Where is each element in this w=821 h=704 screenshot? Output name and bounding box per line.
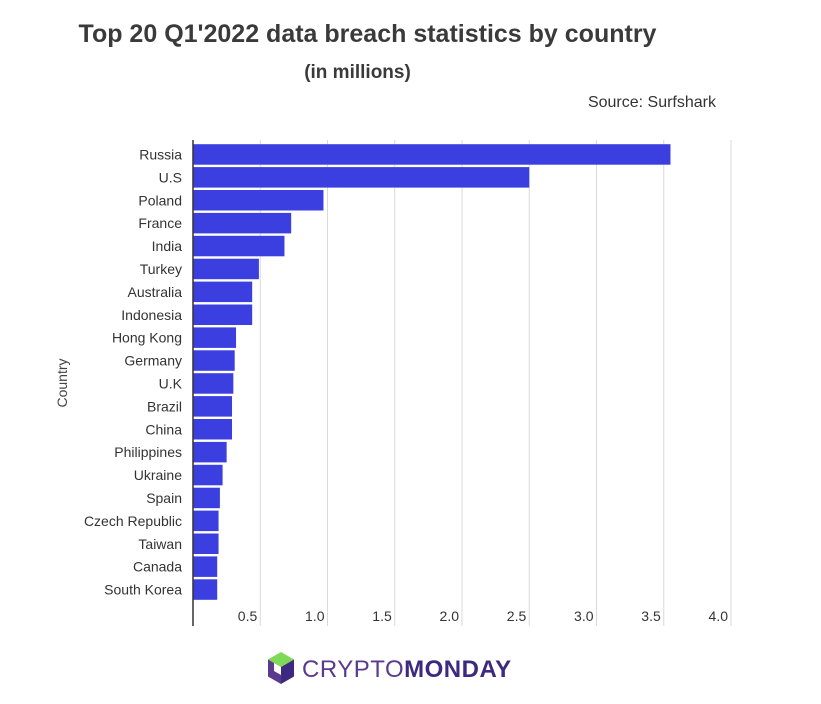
bar-germany (193, 350, 235, 371)
category-label: Spain (146, 490, 182, 506)
bar-indonesia (193, 304, 253, 325)
logo-brand-light: CRYPTO (302, 656, 405, 683)
category-label: Indonesia (121, 307, 182, 323)
bar-canada (193, 556, 218, 577)
bar-taiwan (193, 533, 219, 554)
category-label: Canada (133, 559, 182, 575)
x-tick-label: 4.0 (709, 608, 729, 624)
bar-france (193, 212, 292, 234)
category-label: Turkey (140, 261, 182, 277)
bar-philippines (193, 441, 227, 463)
logo-wordmark: CRYPTOMONDAY (302, 656, 512, 684)
x-tick-label: 3.0 (574, 608, 594, 624)
bar-spain (193, 487, 220, 509)
x-tick-label: 0.5 (238, 608, 258, 624)
category-label: U.K (159, 375, 183, 391)
bar-poland (193, 190, 324, 211)
category-label: Czech Republic (84, 513, 182, 529)
bar-hong-kong (193, 327, 237, 348)
category-label: France (138, 215, 182, 231)
bar-south-korea (193, 579, 218, 600)
x-tick-label: 3.5 (641, 608, 661, 624)
category-label: Brazil (147, 398, 182, 414)
bar-turkey (193, 258, 259, 280)
category-label: China (145, 421, 182, 437)
cryptomonday-logo: CRYPTOMONDAY (266, 651, 512, 690)
category-label: U.S (159, 169, 182, 185)
x-tick-label: 2.5 (507, 608, 527, 624)
source-label: Source: Surfshark (587, 94, 716, 111)
category-label: Poland (138, 192, 182, 208)
category-label: Australia (128, 284, 183, 300)
bar-u-k (193, 373, 234, 394)
category-label: Hong Kong (112, 330, 182, 346)
bar-ukraine (193, 464, 223, 486)
bar-czech-republic (193, 510, 219, 532)
cube-logo-icon (266, 651, 296, 690)
category-label: India (152, 238, 183, 254)
bar-australia (193, 281, 253, 303)
logo-brand-bold: MONDAY (404, 656, 512, 683)
category-label: Germany (124, 353, 182, 369)
category-label: South Korea (104, 582, 182, 598)
category-label: Russia (139, 146, 182, 162)
bar-u-s (193, 167, 530, 188)
category-label: Philippines (114, 444, 182, 460)
x-tick-label: 2.0 (440, 608, 460, 624)
x-tick-label: 1.0 (305, 608, 325, 624)
category-label: Ukraine (134, 467, 182, 483)
category-label: Taiwan (138, 536, 182, 552)
bar-brazil (193, 396, 233, 417)
chart-title: Top 20 Q1'2022 data breach statistics by… (78, 20, 657, 48)
bar-russia (193, 144, 671, 165)
chart-subtitle: (in millions) (304, 62, 411, 83)
x-tick-label: 1.5 (372, 608, 392, 624)
bar-china (193, 419, 233, 440)
bar-india (193, 235, 285, 257)
